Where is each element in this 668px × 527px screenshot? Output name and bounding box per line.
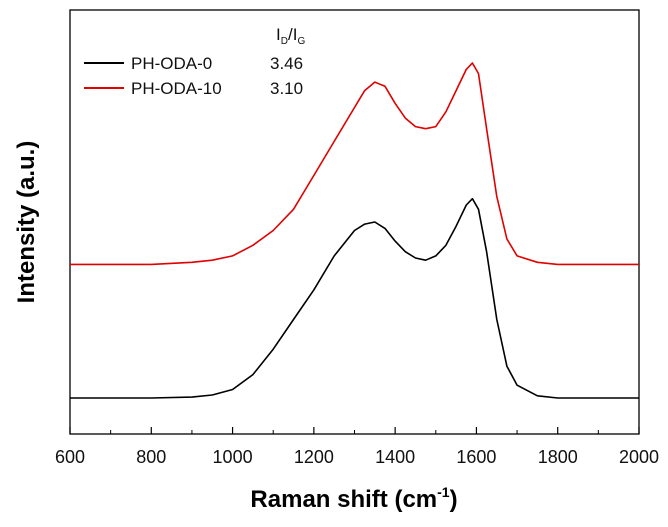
x-axis-tick-labels: 600 800 1000 1200 1400 1600 1800 2000 [55,447,659,467]
x-tick-label-1200: 1200 [294,447,334,467]
plot-area-frame [69,9,640,435]
x-tick-label-600: 600 [55,447,85,467]
legend-value-ph-oda-10: 3.10 [270,79,303,98]
y-axis-title: Intensity (a.u.) [13,141,40,304]
legend-column-header: ID/IG [276,25,305,47]
x-tick-label-1000: 1000 [213,447,253,467]
legend: ID/IG PH-ODA-0 3.46 PH-ODA-10 3.10 [84,25,305,98]
series-line-ph-oda-0 [70,197,639,399]
x-tick-label-1800: 1800 [538,447,578,467]
x-axis-title: Raman shift (cm-1) [250,484,457,513]
series-line-ph-oda-10 [70,62,639,266]
x-axis-ticks [69,427,640,434]
series-lines [70,62,639,399]
x-tick-label-1400: 1400 [375,447,415,467]
x-tick-label-1600: 1600 [456,447,496,467]
legend-label-ph-oda-10: PH-ODA-10 [131,79,222,98]
x-tick-label-2000: 2000 [619,447,659,467]
x-tick-label-800: 800 [136,447,166,467]
legend-label-ph-oda-0: PH-ODA-0 [131,54,212,73]
legend-value-ph-oda-0: 3.46 [270,54,303,73]
